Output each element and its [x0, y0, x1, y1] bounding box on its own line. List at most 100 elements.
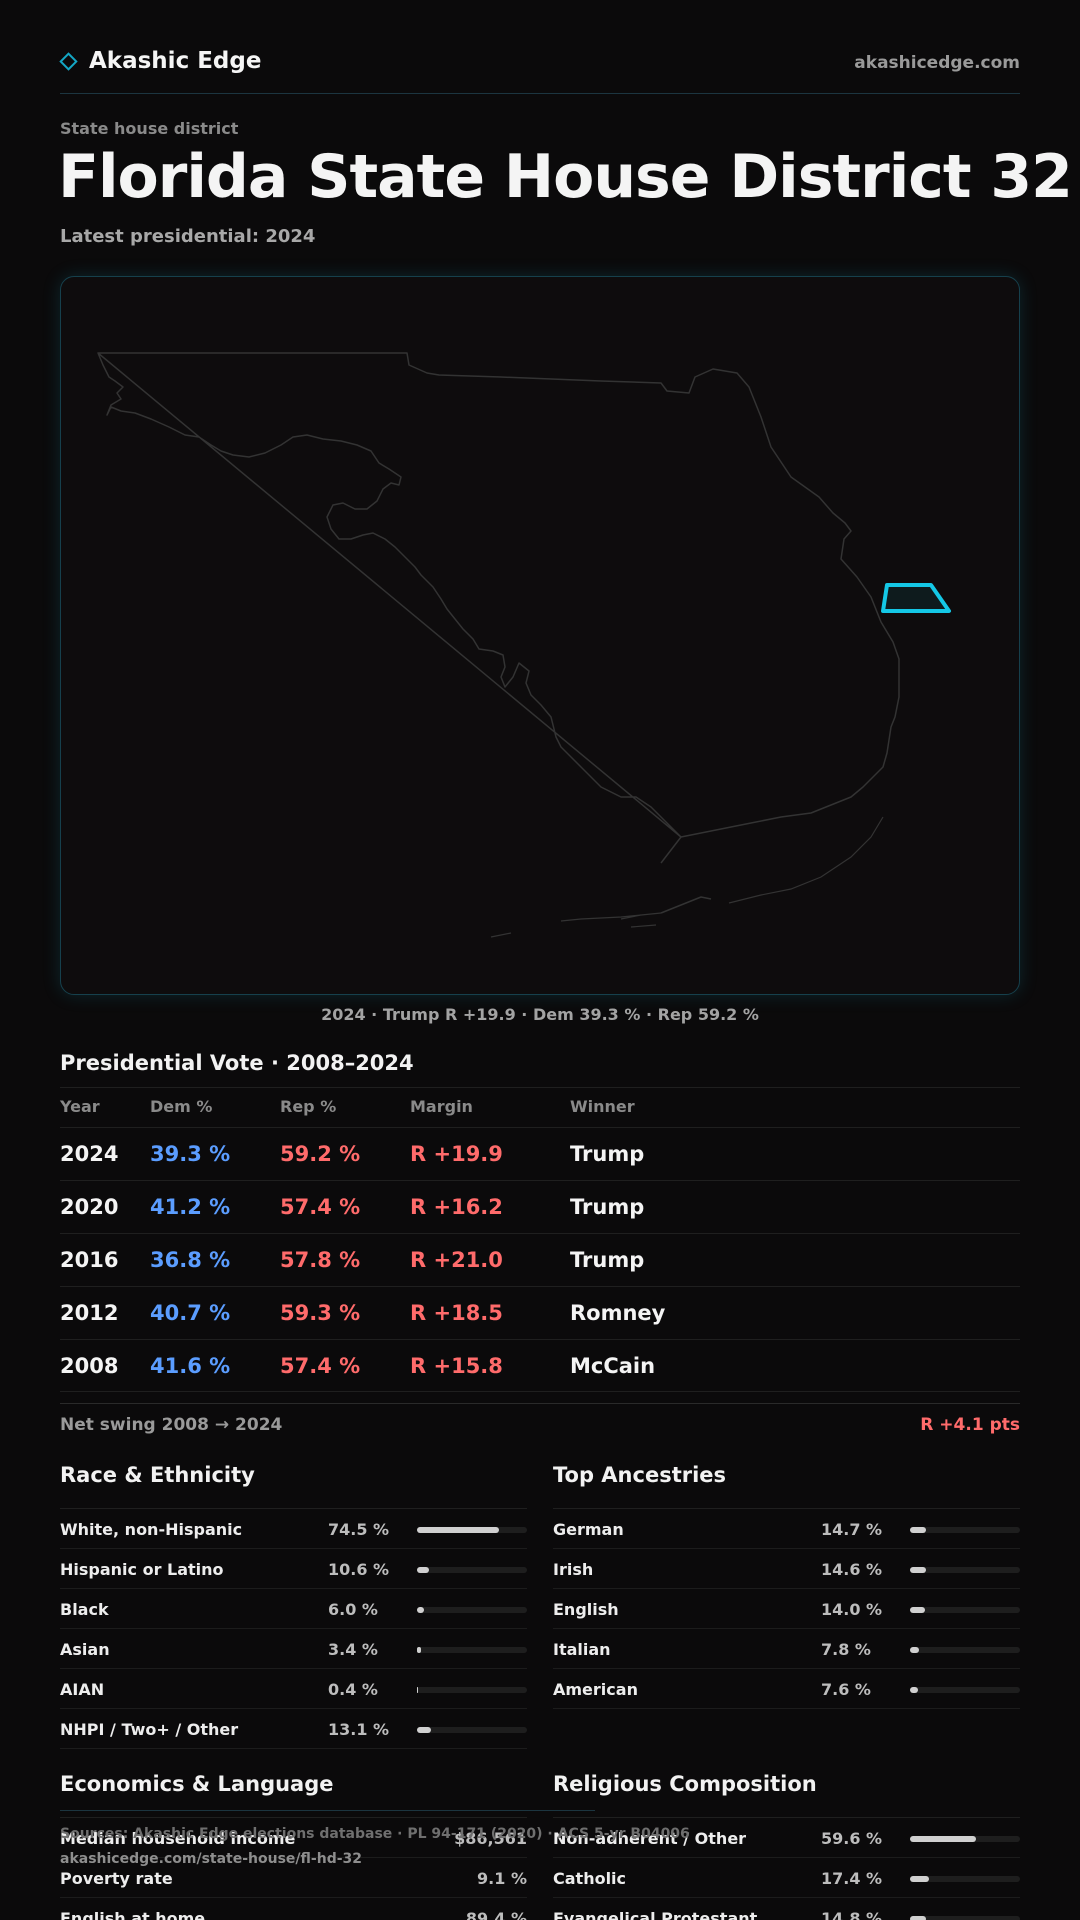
stat-bar-fill: [417, 1647, 421, 1653]
diamond-logo-icon: [59, 51, 78, 71]
stat-bar-fill: [910, 1916, 927, 1920]
stat-value: 14.6 %: [821, 1560, 883, 1579]
row-winner: Romney: [570, 1301, 666, 1325]
vote-section-title: Presidential Vote · 2008–2024: [60, 1051, 414, 1075]
florida-outline: [97, 352, 900, 914]
stat-label: Poverty rate: [60, 1869, 173, 1888]
ancestry-title: Top Ancestries: [553, 1461, 1020, 1509]
stat-label: American: [553, 1680, 638, 1699]
row-margin: R +19.9: [410, 1142, 503, 1166]
stat-bar: [910, 1527, 1020, 1533]
stat-bar: [910, 1836, 1020, 1842]
row-rep: 59.2 %: [280, 1142, 361, 1166]
page-kicker: State house district: [60, 119, 239, 138]
footer-url[interactable]: akashicedge.com/state-house/fl-hd-32: [60, 1851, 363, 1867]
swing-label: Net swing 2008 → 2024: [60, 1415, 283, 1435]
stat-row: NHPI / Two+ / Other 13.1 %: [60, 1709, 527, 1749]
brand-name: Akashic Edge: [89, 48, 262, 74]
keys-outline: [490, 816, 884, 938]
stat-row: English at home 89.4 %: [60, 1898, 527, 1920]
stat-row: White, non-Hispanic 74.5 %: [60, 1509, 527, 1549]
stat-value: 14.0 %: [821, 1600, 883, 1619]
stat-value: 7.6 %: [821, 1680, 871, 1699]
stat-label: Hispanic or Latino: [60, 1560, 224, 1579]
row-year: 2016: [60, 1248, 119, 1272]
table-row: 2016 36.8 % 57.8 % R +21.0 Trump: [60, 1233, 1020, 1286]
site-link[interactable]: akashicedge.com: [854, 53, 1020, 73]
net-swing: Net swing 2008 → 2024 R +4.1 pts: [60, 1403, 1020, 1443]
stat-bar-fill: [910, 1647, 919, 1653]
row-year: 2024: [60, 1142, 119, 1166]
stat-bar: [910, 1687, 1020, 1693]
stat-label: Italian: [553, 1640, 611, 1659]
row-year: 2012: [60, 1301, 119, 1325]
stat-bar: [910, 1647, 1020, 1653]
stat-value: 17.4 %: [821, 1869, 883, 1888]
row-dem: 41.6 %: [150, 1354, 231, 1378]
stat-bar: [910, 1607, 1020, 1613]
stat-label: NHPI / Two+ / Other: [60, 1720, 239, 1739]
stat-row: American 7.6 %: [553, 1669, 1020, 1709]
race-panel: Race & Ethnicity White, non-Hispanic 74.…: [60, 1461, 527, 1749]
row-margin: R +15.8: [410, 1354, 503, 1378]
stat-bar: [910, 1876, 1020, 1882]
stat-value: 6.0 %: [328, 1600, 378, 1619]
footer: Sources: Akashic Edge elections database…: [60, 1810, 690, 1880]
brand[interactable]: Akashic Edge: [59, 48, 262, 74]
stat-value: 89.4 %: [465, 1909, 527, 1920]
stat-value: 10.6 %: [328, 1560, 390, 1579]
stat-value: 14.7 %: [821, 1520, 883, 1539]
page-subtitle: Latest presidential: 2024: [60, 226, 316, 247]
district-highlight: [881, 583, 951, 613]
row-year: 2008: [60, 1354, 119, 1378]
stat-bar: [910, 1567, 1020, 1573]
row-winner: Trump: [570, 1248, 645, 1272]
economics-title: Economics & Language: [60, 1770, 527, 1818]
stat-label: Median household income: [60, 1829, 296, 1848]
district-map: [60, 276, 1020, 995]
stat-value: 74.5 %: [328, 1520, 390, 1539]
row-year: 2020: [60, 1195, 119, 1219]
stat-row: Non-adherent / Other 59.6 %: [553, 1818, 1020, 1858]
stat-label: Evangelical Protestant: [553, 1909, 758, 1920]
row-dem: 40.7 %: [150, 1301, 231, 1325]
stat-bar-fill: [910, 1876, 930, 1882]
stat-bar: [417, 1527, 527, 1533]
row-winner: Trump: [570, 1195, 645, 1219]
stat-label: Irish: [553, 1560, 594, 1579]
stat-row: Catholic 17.4 %: [553, 1858, 1020, 1898]
race-title: Race & Ethnicity: [60, 1461, 527, 1509]
column-margin: Margin: [410, 1097, 473, 1116]
footer-sources: Sources: Akashic Edge elections database…: [60, 1826, 690, 1842]
stat-row: Asian 3.4 %: [60, 1629, 527, 1669]
row-dem: 39.3 %: [150, 1142, 231, 1166]
stat-bar-fill: [910, 1567, 927, 1573]
table-row: 2024 39.3 % 59.2 % R +19.9 Trump: [60, 1127, 1020, 1180]
religion-title: Religious Composition: [553, 1770, 1020, 1818]
florida-map: [97, 352, 951, 938]
stat-bar: [417, 1647, 527, 1653]
stat-label: Asian: [60, 1640, 110, 1659]
stat-value: 9.1 %: [477, 1869, 527, 1888]
stat-label: AIAN: [60, 1680, 105, 1699]
stat-bar-fill: [417, 1607, 424, 1613]
row-rep: 57.8 %: [280, 1248, 361, 1272]
row-margin: R +18.5: [410, 1301, 503, 1325]
stat-row: Evangelical Protestant 14.8 %: [553, 1898, 1020, 1920]
stat-row: Black 6.0 %: [60, 1589, 527, 1629]
stat-row: Italian 7.8 %: [553, 1629, 1020, 1669]
row-margin: R +16.2: [410, 1195, 503, 1219]
religion-panel: Religious Composition Non-adherent / Oth…: [553, 1770, 1020, 1920]
row-rep: 57.4 %: [280, 1195, 361, 1219]
row-dem: 41.2 %: [150, 1195, 231, 1219]
stat-bar-fill: [910, 1607, 926, 1613]
stat-row: AIAN 0.4 %: [60, 1669, 527, 1709]
stat-value: 0.4 %: [328, 1680, 378, 1699]
stat-value: $86,561: [454, 1829, 527, 1848]
stat-bar-fill: [910, 1836, 976, 1842]
stat-label: White, non-Hispanic: [60, 1520, 243, 1539]
economics-panel: Economics & Language Median household in…: [60, 1770, 527, 1920]
stat-bar: [417, 1567, 527, 1573]
stat-label: Non-adherent / Other: [553, 1829, 747, 1848]
divider: [60, 1087, 1020, 1088]
